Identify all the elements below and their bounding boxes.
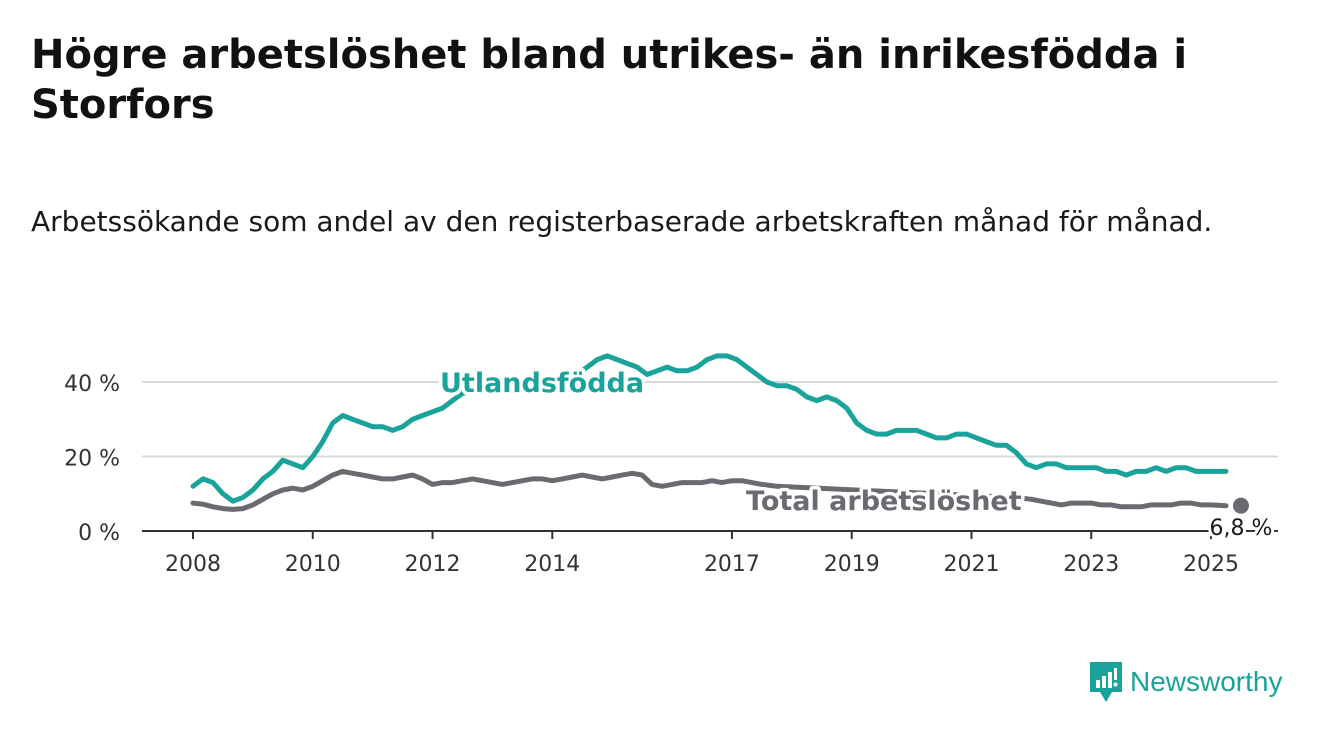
brand-name: Newsworthy	[1130, 666, 1283, 697]
x-tick-label: 2023	[1063, 552, 1119, 577]
gridlines	[142, 381, 1278, 458]
chart-title: Högre arbetslöshet bland utrikes- än inr…	[31, 32, 1188, 128]
x-tick-label: 2017	[704, 552, 760, 577]
chart-subtitle: Arbetssökande som andel av den registerb…	[31, 205, 1213, 238]
y-tick-label: 40 %	[64, 372, 120, 397]
x-tick-label: 2012	[405, 552, 461, 577]
newsworthy-logo: Newsworthy	[1088, 660, 1282, 704]
x-tick-label: 2021	[943, 552, 999, 577]
x-axis-ticks: 2008 2010 2012 2014 2017 2019 2021 2023 2025	[165, 531, 1239, 577]
series-lines	[190, 353, 1229, 512]
end-value-marker: 6,8 %	[1207, 497, 1275, 544]
series-line-total	[190, 468, 1229, 512]
newsworthy-logo-icon	[1090, 662, 1122, 702]
y-axis-ticks: 0 % 20 % 40 %	[64, 372, 120, 546]
x-tick-label: 2010	[285, 552, 341, 577]
series-label-utlandsfodda: Utlandsfödda	[440, 368, 644, 399]
y-tick-label: 20 %	[64, 447, 120, 472]
x-tick-label: 2008	[165, 552, 221, 577]
x-tick-label: 2014	[524, 552, 580, 577]
end-point-dot	[1232, 497, 1249, 514]
x-tick-label: 2019	[824, 552, 880, 577]
series-labels: Utlandsfödda Total arbetslöshet	[437, 365, 1026, 521]
x-tick-label: 2025	[1183, 552, 1239, 577]
y-tick-label: 0 %	[78, 521, 120, 546]
series-line-utlandsfodda	[190, 353, 1229, 504]
end-value-label: 6,8 %	[1210, 516, 1273, 541]
series-label-total: Total arbetslöshet	[746, 486, 1022, 517]
